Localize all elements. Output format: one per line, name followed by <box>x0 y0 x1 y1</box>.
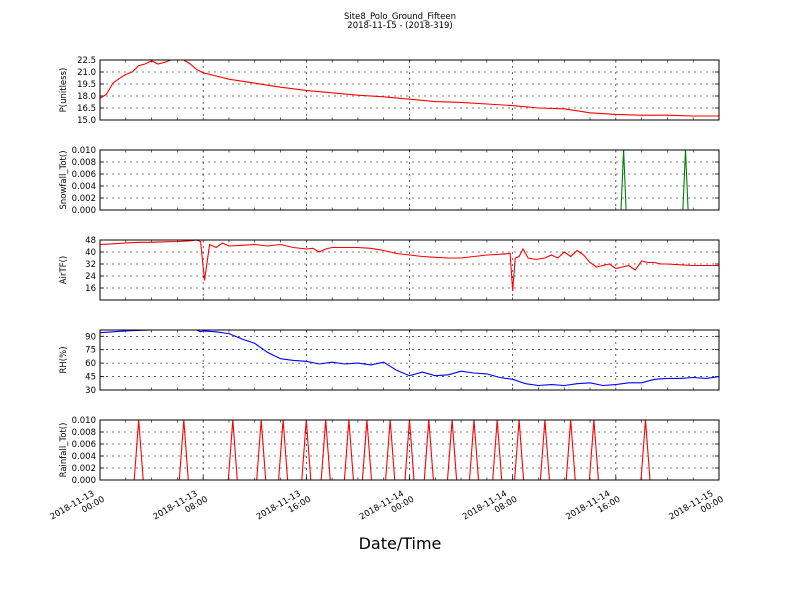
y-tick-label: 21.0 <box>77 68 96 78</box>
chart-subtitle: 2018-11-15 - (2018-319) <box>347 21 453 31</box>
plot-frame <box>99 59 720 121</box>
x-tick-label: 2018-11-1308:00 <box>152 486 210 531</box>
y-tick-label: 16 <box>85 284 96 294</box>
y-tick-label: 75 <box>85 346 96 356</box>
y-tick-label: 22.5 <box>77 56 96 66</box>
y-tick-label: 60 <box>85 359 96 369</box>
y-axis-label: P(unitless) <box>59 68 69 113</box>
x-tick-label: 2018-11-1500:00 <box>668 486 726 531</box>
plot-frame <box>99 329 720 391</box>
y-tick-label: 15.0 <box>77 116 96 126</box>
chart-title: Site8_Polo_Ground_Fifteen <box>344 12 456 22</box>
y-tick-label: 0.008 <box>72 428 96 438</box>
y-tick-label: 0.002 <box>72 194 96 204</box>
y-tick-label: 32 <box>85 260 96 270</box>
y-axis-label: Snowfall_Tot() <box>59 150 69 209</box>
x-tick-label: 2018-11-1408:00 <box>461 486 519 531</box>
y-tick-label: 0.000 <box>72 206 96 216</box>
series-line-airtf- <box>99 239 719 292</box>
y-tick-label: 30 <box>85 386 96 396</box>
y-tick-label: 18.0 <box>77 92 96 102</box>
x-tick-label: 2018-11-1400:00 <box>358 486 416 531</box>
plot-frame <box>99 149 720 211</box>
y-axis-label: RH(%) <box>59 346 69 373</box>
x-tick-label: 2018-11-1316:00 <box>255 486 313 531</box>
y-axis-label: AirTF() <box>59 256 69 284</box>
y-tick-label: 24 <box>85 272 96 282</box>
y-tick-label: 0.002 <box>72 464 96 474</box>
y-tick-label: 0.004 <box>72 182 96 192</box>
x-tick-label: 2018-11-1416:00 <box>564 486 622 531</box>
y-tick-label: 0.000 <box>72 476 96 486</box>
x-tick-label: 2018-11-1300:00 <box>49 486 107 531</box>
y-tick-label: 90 <box>85 332 96 342</box>
y-tick-label: 0.008 <box>72 158 96 168</box>
y-tick-label: 0.006 <box>72 440 96 450</box>
y-tick-label: 45 <box>85 373 96 383</box>
y-tick-label: 0.006 <box>72 170 96 180</box>
y-tick-label: 40 <box>85 248 96 258</box>
y-tick-label: 0.004 <box>72 452 96 462</box>
plot-frame <box>99 239 720 301</box>
y-tick-label: 0.010 <box>72 416 96 426</box>
y-axis-label: Rainfall_Tot() <box>59 423 69 478</box>
y-tick-label: 48 <box>85 236 96 246</box>
series-line-rh- <box>99 329 720 387</box>
y-tick-label: 0.010 <box>72 146 96 156</box>
y-tick-label: 16.5 <box>77 104 96 114</box>
series-line-p-unitless- <box>99 59 719 117</box>
y-tick-label: 19.5 <box>77 80 96 90</box>
x-axis-label: Date/Time <box>358 534 442 553</box>
